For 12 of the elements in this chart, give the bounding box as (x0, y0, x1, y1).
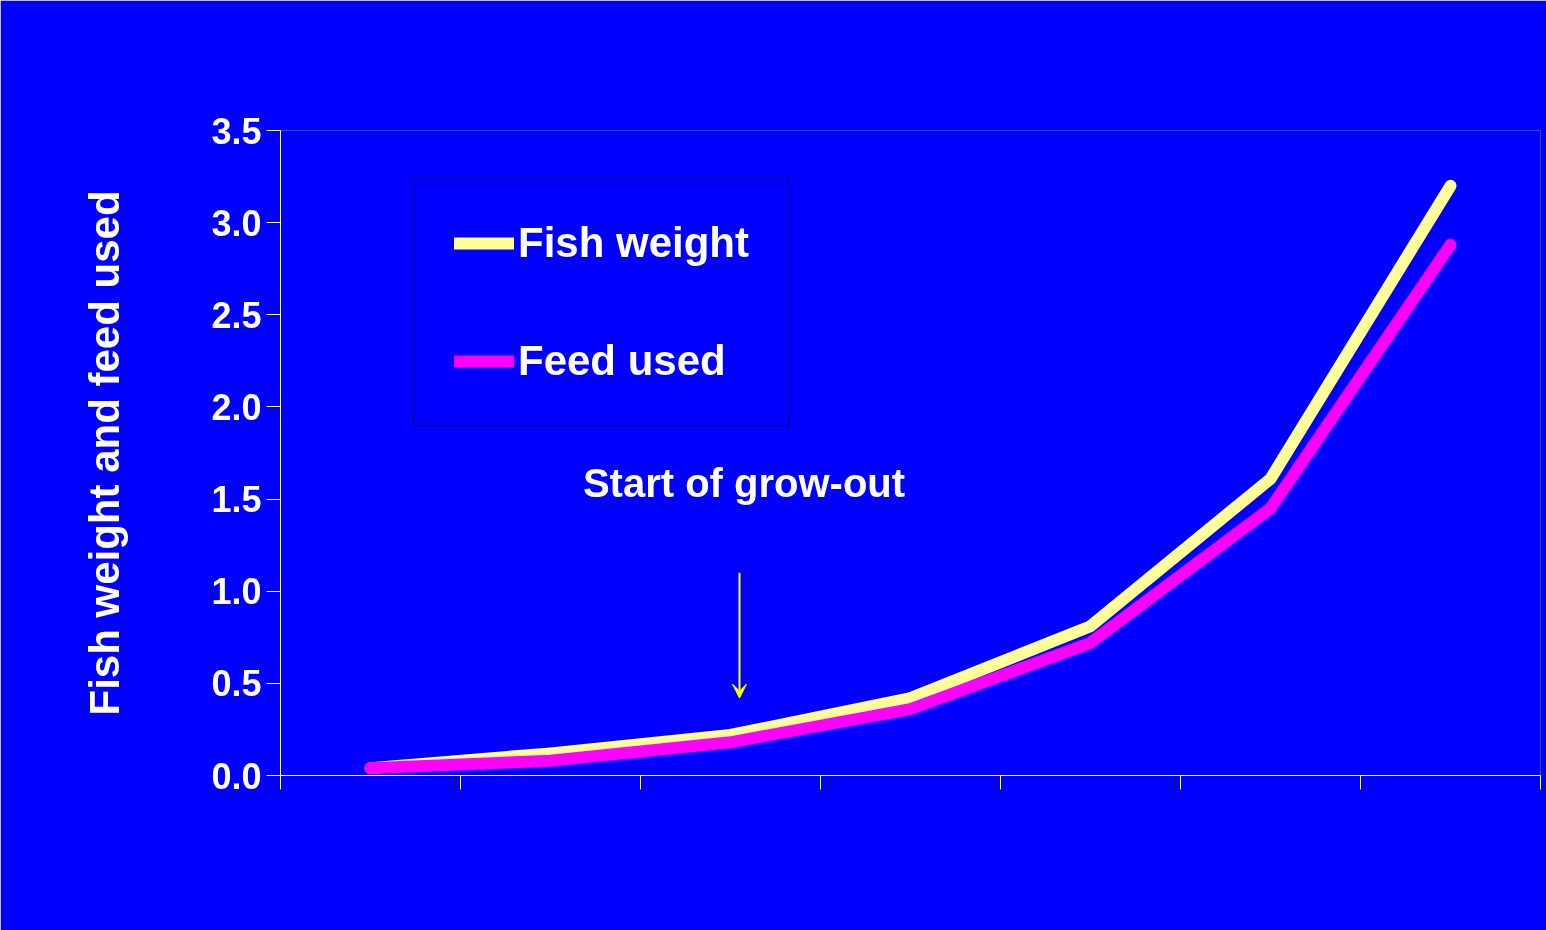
y-tick-label: 3.5 (211, 110, 262, 152)
y-tick-label: 1.5 (211, 479, 262, 521)
y-axis-title: Fish weight and feed used (81, 190, 129, 716)
y-tick-label: 0.0 (211, 755, 262, 797)
legend-label: Fish weight (518, 219, 749, 267)
y-tick-label: 0.5 (211, 663, 262, 705)
annotation: Start of grow-out (582, 460, 906, 505)
legend-label: Feed used (518, 337, 726, 385)
y-tick-label: 2.0 (211, 386, 262, 428)
y-tick-label: 3.0 (211, 202, 262, 244)
y-tick-label: 1.0 (211, 571, 262, 613)
y-tick-label: 2.5 (211, 294, 262, 336)
